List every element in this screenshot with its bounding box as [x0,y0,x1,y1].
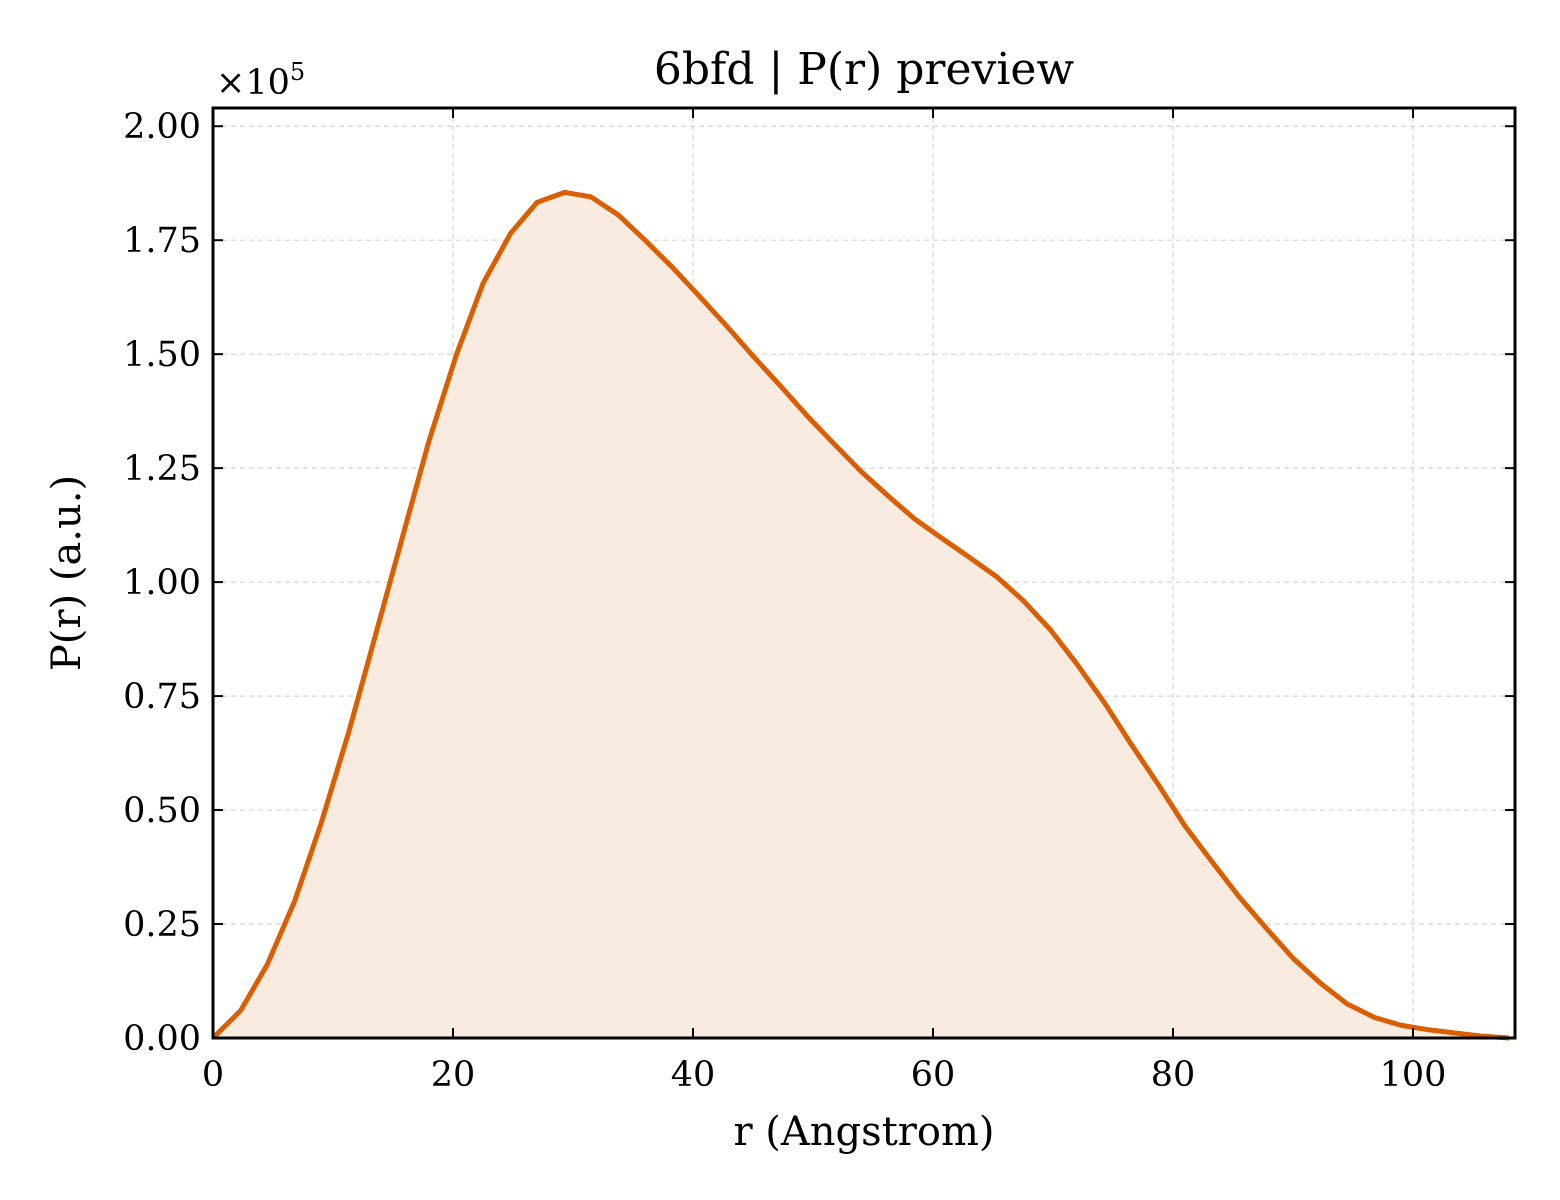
y-multiplier-base: ×10 [216,63,290,103]
x-tick-label: 40 [671,1055,716,1095]
y-tick-label: 0.00 [123,1019,201,1059]
tick-layer: 0 20 40 60 80 100 0.00 0.25 0.50 0.75 1.00 1.25 1.50… [123,107,1515,1095]
y-multiplier-exponent: 5 [290,58,305,86]
x-tick-label: 100 [1380,1055,1447,1095]
x-axis-label: r (Angstrom) [733,1109,994,1155]
y-tick-label: 0.25 [123,905,201,945]
chart-title: 6bfd | P(r) preview [654,44,1075,95]
plot-frame [211,106,1517,1040]
y-tick-label: 0.75 [123,677,201,717]
y-tick-label: 1.75 [123,221,201,261]
pr-area-fill [213,192,1509,1039]
x-tick-label: 60 [911,1055,956,1095]
y-tick-label: 1.50 [123,335,201,375]
y-tick-label: 2.00 [123,107,201,147]
y-multiplier: ×105 [216,58,305,103]
y-tick-label: 1.25 [123,449,201,489]
y-tick-label: 0.50 [123,791,201,831]
x-tick-label: 0 [202,1055,224,1095]
x-tick-label: 20 [431,1055,476,1095]
y-tick-label: 1.00 [123,563,201,603]
y-axis-label: P(r) (a.u.) [44,475,90,671]
pr-series-line [211,189,1510,1041]
x-tick-label: 80 [1151,1055,1196,1095]
